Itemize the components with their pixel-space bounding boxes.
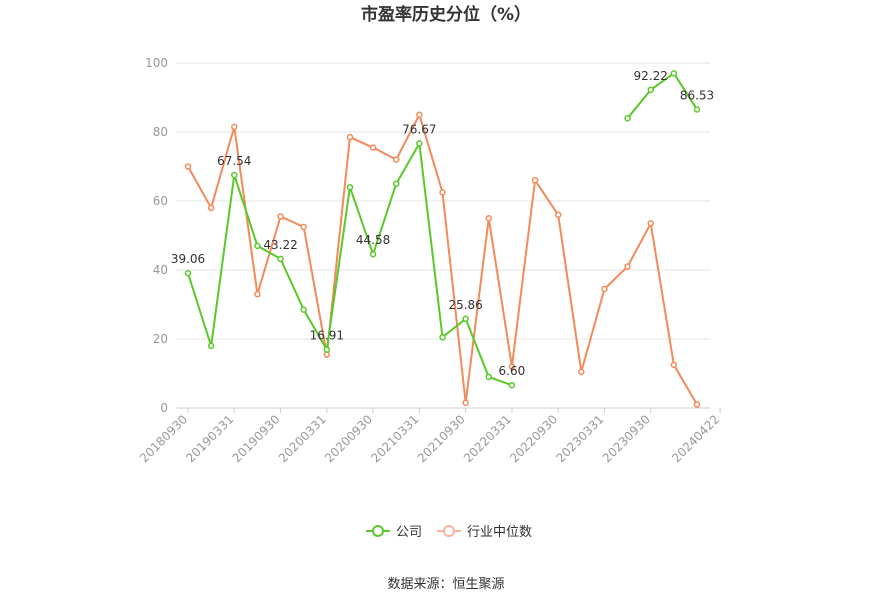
data-point: [392, 156, 400, 163]
series-line: [187, 113, 698, 406]
data-point: [601, 285, 608, 293]
data-label: 43.22: [263, 238, 297, 252]
data-point: [624, 263, 631, 270]
y-tick-label: 100: [145, 56, 168, 70]
x-tick-label: 20190331: [183, 412, 236, 465]
x-tick-label: 20200930: [322, 412, 375, 465]
source-note: 数据来源：恒生聚源: [387, 577, 504, 592]
data-point: [670, 361, 678, 369]
chart-title: 市盈率历史分位（%）: [361, 4, 531, 25]
data-point: [531, 177, 539, 184]
legend-item-company[interactable]: 公司: [366, 525, 422, 540]
data-label: 86.53: [680, 88, 714, 102]
x-axis: 2018093020190331201909302020033120200930…: [137, 407, 722, 465]
series-layer: 39.06 67.54 43.22 16.91 44.58 76.67 25.86 6.60 9…: [171, 69, 714, 408]
data-point: [647, 220, 654, 227]
series-line: [626, 72, 698, 119]
series-industry-median: [184, 111, 701, 408]
data-label: 25.86: [448, 298, 482, 312]
series-company: 39.06 67.54 43.22 16.91 44.58 76.67 25.86 6.60 9…: [171, 69, 714, 389]
data-label: 16.91: [310, 329, 344, 343]
legend-item-industry-median[interactable]: 行业中位数: [437, 525, 532, 540]
data-point: [392, 180, 400, 187]
data-point: [300, 306, 307, 313]
data-point: [554, 211, 562, 219]
data-label: 39.06: [171, 252, 205, 266]
data-point: [485, 215, 493, 222]
data-point: [693, 401, 701, 408]
legend-label: 公司: [396, 525, 422, 540]
data-point: [462, 399, 469, 407]
data-point: [300, 223, 307, 231]
x-tick-label: 20210331: [368, 412, 421, 465]
data-point: [693, 106, 701, 113]
legend-marker: [443, 525, 455, 537]
x-tick-label: 20200331: [276, 412, 329, 465]
data-point: [508, 381, 516, 389]
data-point: [207, 342, 215, 350]
x-tick-label: 20230331: [553, 412, 606, 465]
data-label: 6.60: [499, 364, 526, 378]
legend-label: 行业中位数: [467, 525, 532, 540]
data-point: [624, 114, 631, 122]
data-label: 76.67: [402, 122, 436, 136]
y-tick-label: 40: [153, 263, 168, 277]
data-point: [346, 183, 354, 191]
x-tick-label: 20220331: [461, 412, 514, 465]
x-tick-label: 20190930: [230, 412, 283, 465]
series-line: [187, 142, 513, 387]
data-point: [462, 315, 469, 323]
x-tick-label: 20220930: [507, 412, 560, 465]
x-tick-label: 20240422: [669, 412, 722, 465]
data-point: [369, 250, 377, 258]
data-point: [439, 189, 446, 196]
y-tick-label: 80: [153, 125, 168, 139]
data-point: [277, 213, 284, 220]
data-point: [277, 255, 284, 263]
data-point: [439, 334, 446, 341]
x-tick-label: 20210930: [415, 412, 468, 465]
x-tick-label: 20230930: [600, 412, 653, 465]
data-label: 44.58: [356, 233, 390, 247]
data-label: 92.22: [634, 69, 668, 83]
x-tick-label: 20180930: [137, 412, 190, 465]
y-axis: 0 20 40 60 80 100: [145, 56, 168, 415]
data-point: [254, 290, 261, 298]
data-point: [416, 140, 423, 147]
data-point: [346, 133, 354, 141]
data-point: [254, 242, 261, 250]
data-point: [670, 70, 678, 77]
data-point: [207, 204, 215, 212]
data-point: [184, 163, 192, 170]
y-tick-label: 20: [153, 332, 168, 346]
data-point: [647, 86, 654, 94]
data-point: [485, 373, 493, 381]
y-tick-label: 0: [160, 401, 168, 415]
data-point: [416, 111, 423, 118]
data-point: [369, 144, 377, 151]
data-point: [578, 368, 585, 376]
legend[interactable]: 公司 行业中位数: [366, 525, 532, 540]
y-tick-label: 60: [153, 194, 168, 208]
data-label: 67.54: [217, 154, 251, 168]
data-point: [323, 346, 331, 353]
data-point: [231, 123, 238, 131]
data-point: [508, 363, 516, 370]
legend-marker: [372, 525, 384, 537]
data-point: [231, 171, 238, 179]
data-point: [184, 269, 192, 277]
